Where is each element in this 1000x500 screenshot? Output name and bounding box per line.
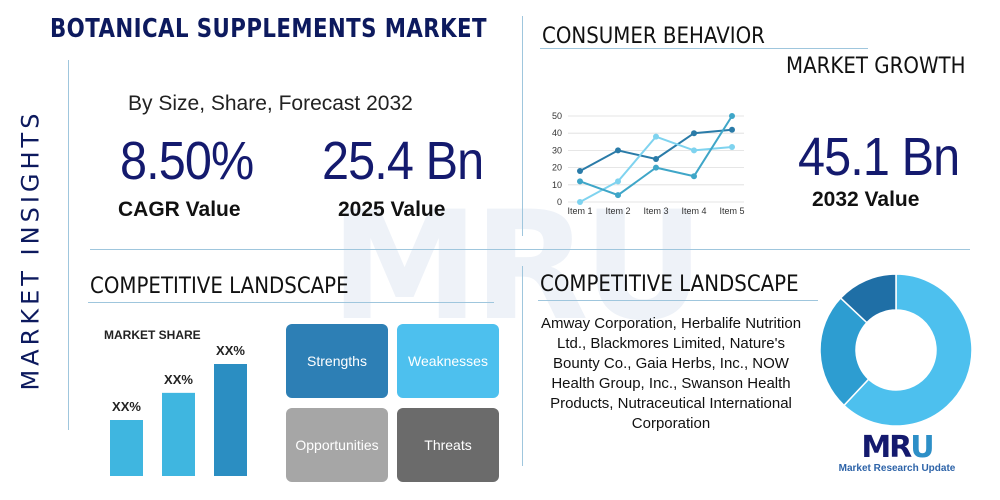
y-tick-label: 40 [552, 128, 562, 138]
series-point-2 [691, 147, 697, 154]
swot-strengths: Strengths [286, 324, 388, 398]
watermark: MRU [330, 180, 705, 354]
value-2032: 45.1 Bn [798, 127, 960, 187]
logo-mark-a: MR [861, 430, 912, 465]
logo: MRU Market Research Update [832, 430, 962, 490]
x-tick-label: Item 1 [567, 206, 592, 216]
competitive-landscape-left-underline [88, 302, 494, 303]
donut-slice-1 [842, 273, 973, 427]
y-tick-label: 0 [557, 197, 562, 207]
series-point-2 [615, 178, 621, 185]
series-point-2 [729, 143, 735, 150]
series-point-3 [729, 113, 735, 119]
consumer-behavior-underline [540, 48, 868, 49]
series-point-3 [577, 178, 583, 185]
x-tick-label: Item 3 [643, 206, 668, 216]
series-point-3 [691, 173, 697, 180]
side-divider [68, 60, 69, 430]
swot-threats: Threats [397, 408, 499, 482]
key-players-text: Amway Corporation, Herbalife Nutrition L… [540, 315, 802, 432]
cagr-label: CAGR Value [118, 198, 241, 221]
label-2025: 2025 Value [338, 198, 446, 221]
series-point-1 [653, 156, 659, 162]
vertical-divider-top [522, 16, 523, 236]
series-point-1 [577, 168, 583, 175]
bar-2 [162, 392, 195, 476]
competitive-landscape-right-title: COMPETITIVE LANDSCAPE [540, 272, 799, 297]
donut-slice-3 [839, 273, 897, 324]
bar-3 [214, 364, 247, 476]
cagr-value: 8.50% [120, 131, 254, 191]
logo-text: Market Research Update [838, 463, 956, 474]
competitive-landscape-right-underline [538, 300, 818, 301]
series-point-1 [691, 130, 697, 137]
x-tick-label: Item 4 [681, 206, 706, 216]
donut-slice-2 [819, 296, 870, 407]
bar-data-label: XX% [164, 372, 193, 387]
series-point-3 [653, 164, 659, 171]
market-growth-title: MARKET GROWTH [786, 54, 966, 79]
value-2025: 25.4 Bn [322, 131, 484, 191]
horizontal-divider [90, 249, 970, 250]
series-line-3 [579, 115, 733, 197]
swot-opportunities: Opportunities [286, 408, 388, 482]
x-tick-label: Item 2 [605, 206, 630, 216]
line-chart: 0 10 20 30 40 50 Item 1 Item 2 Item 3 Item 4 Item … [552, 111, 745, 216]
donut-chart [819, 273, 973, 427]
page-title: BOTANICAL SUPPLEMENTS MARKET [50, 14, 487, 44]
consumer-behavior-title: CONSUMER BEHAVIOR [542, 24, 765, 49]
logo-mark-b: U [910, 430, 934, 465]
y-tick-label: 10 [552, 180, 562, 190]
logo-mark: MRU [832, 430, 962, 465]
series-point-2 [653, 133, 659, 140]
side-title: MARKET INSIGHTS [2, 100, 58, 400]
series-point-1 [729, 126, 735, 133]
y-tick-label: 20 [552, 163, 562, 173]
y-tick-label: 30 [552, 145, 562, 155]
market-share-label: MARKET SHARE [104, 328, 201, 342]
series-point-2 [577, 199, 583, 205]
vertical-divider-bottom [522, 266, 523, 466]
series-point-1 [615, 147, 621, 154]
bar-1 [110, 420, 143, 476]
label-2032: 2032 Value [812, 188, 920, 211]
swot-weaknesses: Weaknesses [397, 324, 499, 398]
bar-data-label: XX% [216, 343, 245, 358]
y-tick-label: 50 [552, 111, 562, 121]
subtitle: By Size, Share, Forecast 2032 [128, 92, 413, 115]
x-tick-label: Item 5 [719, 206, 744, 216]
competitive-landscape-left-title: COMPETITIVE LANDSCAPE [90, 274, 349, 299]
side-title-text: MARKET INSIGHTS [16, 109, 44, 391]
bar-chart: XX% XX% XX% [110, 343, 247, 476]
bar-data-label: XX% [112, 399, 141, 414]
series-point-3 [615, 192, 621, 199]
